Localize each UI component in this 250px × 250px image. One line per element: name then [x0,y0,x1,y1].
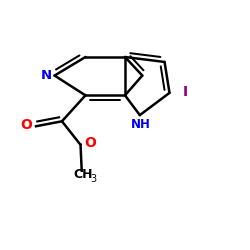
Text: CH: CH [73,168,93,181]
Text: 3: 3 [90,174,97,184]
Text: O: O [20,118,32,132]
Text: NH: NH [131,118,151,132]
Text: I: I [183,84,188,98]
Text: N: N [40,69,52,82]
Text: O: O [84,136,96,150]
